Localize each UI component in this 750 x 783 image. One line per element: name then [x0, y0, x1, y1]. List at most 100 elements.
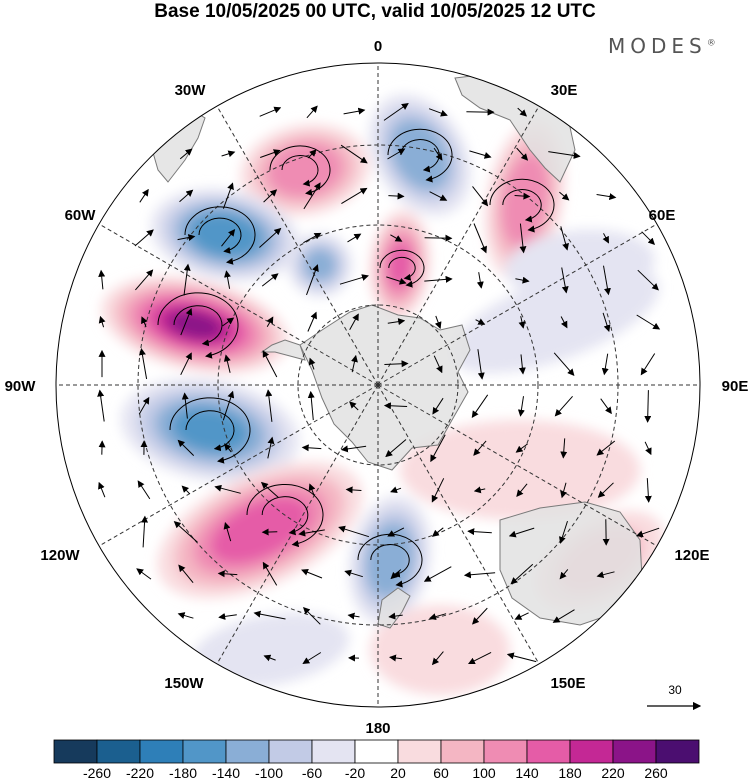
wind-vector [183, 263, 191, 296]
colorbar-tick: -220 [126, 765, 154, 781]
map-border [55, 62, 701, 708]
wind-vector [430, 434, 446, 463]
wind-vector [221, 150, 236, 158]
wind-vector [259, 227, 282, 248]
wind-vector [340, 144, 368, 164]
wind-vector [597, 482, 614, 498]
page-title: Base 10/05/2025 00 UTC, valid 10/05/2025… [154, 1, 596, 22]
meridian-line [98, 223, 379, 386]
meridian-line [216, 105, 379, 386]
lon-label-60w: 60W [65, 207, 97, 224]
wind-vector [387, 148, 406, 160]
wind-vector [432, 397, 444, 415]
colorbar-segment [354, 739, 399, 764]
wind-vector [263, 654, 276, 662]
wind-vector [344, 569, 363, 578]
wind-vector [469, 150, 492, 159]
colorbar-segment [268, 739, 313, 764]
wind-vector [135, 269, 154, 291]
wind-vector [343, 107, 366, 115]
wind-vector [303, 182, 321, 210]
wind-vector [559, 191, 570, 201]
wind-vector [510, 563, 534, 585]
wind-vector [433, 147, 443, 161]
wind-vector [307, 390, 315, 421]
wind-vector [136, 568, 152, 580]
streamline [400, 139, 440, 173]
anomaly-band [189, 212, 261, 258]
wind-vector [640, 353, 656, 376]
wind-vector [388, 192, 405, 200]
land-masses [149, 71, 643, 629]
wind-vector [339, 274, 369, 285]
wind-vector [218, 612, 237, 620]
wind-vector [341, 187, 368, 205]
wind-vector [390, 486, 402, 494]
wind-vector [514, 192, 531, 200]
wind-vector [179, 148, 193, 160]
streamline [387, 128, 453, 183]
wind-vector [306, 105, 318, 119]
wind-vector [517, 107, 528, 117]
wind-vector [515, 276, 530, 284]
colorbar-tick: 140 [515, 765, 539, 781]
wind-vector [262, 350, 278, 378]
wind-vector [637, 269, 659, 291]
wind-vector [635, 527, 660, 538]
wind-vector [338, 525, 370, 538]
anomaly-band [267, 143, 343, 197]
wind-vector [428, 108, 448, 117]
colorbar-tick: -60 [302, 765, 322, 781]
wind-vector [601, 353, 609, 376]
wind-vector [514, 612, 529, 620]
reference-vector-label: 30 [668, 683, 682, 697]
wind-vector [302, 606, 321, 625]
meridian-line [377, 384, 540, 665]
colorbar-tick: 20 [390, 765, 406, 781]
wind-vector [223, 354, 231, 373]
wind-vector [173, 521, 198, 543]
meridian-line [377, 105, 540, 386]
wind-vector [217, 570, 238, 578]
lon-label-30w: 30W [175, 82, 207, 99]
wind-vector [97, 389, 105, 422]
lon-label-0: 0 [374, 38, 382, 55]
wind-vector [473, 440, 487, 456]
wind-vector [596, 440, 616, 456]
wind-vector [301, 444, 322, 452]
wind-vector [602, 233, 609, 244]
wind-vector [475, 318, 486, 325]
wind-vector [387, 318, 406, 326]
wind-vector [385, 439, 407, 458]
wind-vector [424, 275, 453, 283]
wind-vector [476, 272, 484, 289]
colorbar-segment [483, 739, 528, 764]
streamline [198, 217, 242, 254]
wind-vector [644, 478, 652, 503]
wind-vector [553, 352, 575, 376]
colorbar [53, 739, 700, 764]
colorbar-segment [655, 739, 700, 764]
wind-vector [516, 147, 529, 161]
wind-vector [180, 307, 193, 336]
wind-vector [301, 568, 323, 579]
streamline [246, 483, 324, 548]
wind-vector [384, 360, 409, 368]
meridians [56, 63, 700, 707]
anomaly-band [304, 249, 336, 281]
wind-vector [471, 394, 489, 419]
wind-vector [302, 652, 322, 665]
wind-vector [434, 315, 442, 330]
lon-label-150w: 150W [164, 675, 204, 692]
wind-vector [517, 396, 525, 417]
wind-vector [298, 529, 325, 537]
reference-vector: 30 [647, 683, 702, 711]
colorbar-segment [440, 739, 485, 764]
wind-vector [221, 229, 236, 247]
colorbar-segment [569, 739, 614, 764]
wind-vector [477, 349, 485, 380]
colorbar-tick: -20 [345, 765, 365, 781]
wind-vector [468, 651, 492, 665]
wind-vector [473, 486, 486, 494]
wind-vector [644, 390, 652, 423]
